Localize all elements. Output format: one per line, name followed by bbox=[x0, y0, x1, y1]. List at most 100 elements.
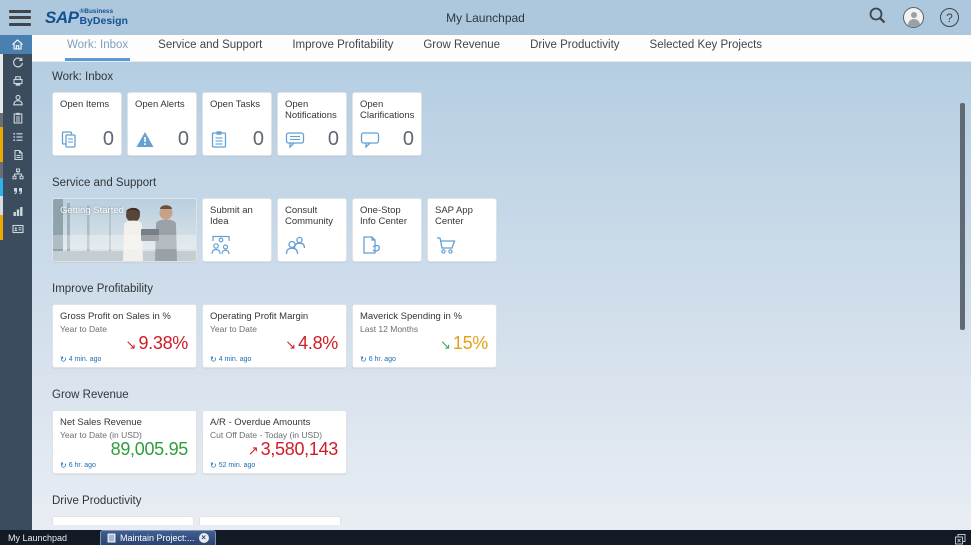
sidebar-item-home[interactable] bbox=[0, 35, 32, 54]
search-icon[interactable] bbox=[868, 6, 887, 30]
menu-icon[interactable] bbox=[9, 9, 31, 26]
home-icon bbox=[12, 39, 23, 50]
tile-title: Maverick Spending in % bbox=[360, 311, 462, 322]
documents-icon bbox=[13, 150, 23, 161]
tile-gross-profit[interactable]: Gross Profit on Sales in % Year to Date … bbox=[52, 304, 197, 368]
sidebar-item-approvals[interactable] bbox=[3, 91, 32, 110]
tab-work-inbox[interactable]: Work: Inbox bbox=[65, 39, 131, 61]
tile-operating-profit-margin[interactable]: Operating Profit Margin Year to Date ↘ 4… bbox=[202, 304, 347, 368]
tile-title: A/R - Overdue Amounts bbox=[210, 417, 311, 428]
recent-history-icon bbox=[12, 57, 23, 68]
tile-one-stop-info-center[interactable]: One-Stop Info Center bbox=[352, 198, 422, 262]
tile-title: Open Alerts bbox=[135, 99, 185, 110]
tasks-icon bbox=[13, 113, 22, 124]
tile-title: Consult Community bbox=[285, 205, 334, 228]
idea-group-icon bbox=[211, 235, 230, 255]
tile-net-sales-revenue[interactable]: Net Sales Revenue Year to Date (in USD) … bbox=[52, 410, 197, 474]
restore-windows-icon[interactable] bbox=[955, 532, 966, 545]
approvals-icon bbox=[12, 94, 23, 106]
info-doc-icon bbox=[363, 236, 380, 254]
tile-open-clarifications[interactable]: Open Clarifications 0 bbox=[352, 92, 422, 156]
kpi-value: 15% bbox=[452, 333, 488, 353]
sidebar-item-tasks[interactable] bbox=[3, 109, 32, 128]
tile-subtitle: Cut Off Date - Today (in USD) bbox=[210, 430, 323, 441]
improve-profitability-tiles: Gross Profit on Sales in % Year to Date … bbox=[52, 304, 971, 368]
tile-subtitle: Last 12 Months bbox=[360, 324, 419, 335]
refresh-icon: ↻ bbox=[360, 355, 367, 364]
tile-title: Net Sales Revenue bbox=[60, 417, 142, 428]
tile-consult-community[interactable]: Consult Community bbox=[277, 198, 347, 262]
kpi-value: 3,580,143 bbox=[260, 439, 339, 459]
sidebar-status-strip-orange bbox=[0, 127, 3, 162]
service-support-tiles: Getting Started bbox=[52, 198, 971, 262]
tile-maverick-spending[interactable]: Maverick Spending in % Last 12 Months ↘ … bbox=[352, 304, 497, 368]
tile-open-items[interactable]: Open Items 0 bbox=[52, 92, 122, 156]
tile-title: Submit an Idea bbox=[210, 205, 253, 228]
tile-count: 0 bbox=[327, 128, 339, 150]
sap-bydesign-logo: SAP ®Business ByDesign bbox=[45, 7, 128, 27]
tile-ar-overdue-amounts[interactable]: A/R - Overdue Amounts Cut Off Date - Tod… bbox=[202, 410, 347, 474]
sidebar-item-worklist[interactable] bbox=[3, 128, 32, 147]
tile-title: Open Items bbox=[60, 99, 110, 110]
tab-grow-revenue[interactable]: Grow Revenue bbox=[423, 39, 501, 51]
section-title-improve-profitability: Improve Profitability bbox=[52, 283, 153, 295]
tile-title: Open Notifications bbox=[285, 99, 337, 122]
tile-partial[interactable] bbox=[199, 516, 341, 525]
tile-refresh-age: 6 hr. ago bbox=[368, 356, 396, 363]
vertical-scrollbar[interactable] bbox=[960, 103, 965, 330]
help-icon[interactable]: ? bbox=[940, 8, 959, 27]
tile-refresh-age: 4 min. ago bbox=[218, 356, 252, 363]
trend-down-icon: ↘ bbox=[125, 337, 137, 352]
tab-selected-key-projects[interactable]: Selected Key Projects bbox=[649, 39, 763, 51]
refresh-icon: ↻ bbox=[210, 461, 217, 470]
launchpad-tabbar: Work: Inbox Service and Support Improve … bbox=[32, 35, 971, 62]
tab-drive-productivity[interactable]: Drive Productivity bbox=[530, 39, 620, 51]
section-title-work-inbox: Work: Inbox bbox=[52, 71, 114, 83]
close-icon[interactable]: × bbox=[198, 533, 209, 543]
tile-count: 0 bbox=[402, 128, 414, 150]
feedback-icon bbox=[13, 188, 22, 195]
grow-revenue-tiles: Net Sales Revenue Year to Date (in USD) … bbox=[52, 410, 971, 474]
sidebar-item-analytics[interactable] bbox=[3, 202, 32, 221]
tile-partial[interactable] bbox=[52, 516, 194, 525]
tile-title: Open Tasks bbox=[210, 99, 260, 110]
tile-count: 0 bbox=[177, 128, 189, 150]
tile-sap-app-center[interactable]: SAP App Center bbox=[427, 198, 497, 262]
print-queue-icon bbox=[12, 76, 23, 86]
tile-title: Getting Started bbox=[60, 205, 124, 216]
sidebar-item-print-queue[interactable] bbox=[3, 72, 32, 91]
tile-title: Open Clarifications bbox=[360, 99, 415, 122]
cart-icon bbox=[437, 237, 456, 254]
tab-service-and-support[interactable]: Service and Support bbox=[158, 39, 263, 51]
tab-improve-profitability[interactable]: Improve Profitability bbox=[292, 39, 394, 51]
work-inbox-tiles: Open Items 0 Open Alerts 0 Open Tasks 0 bbox=[52, 92, 971, 156]
getting-started-photo bbox=[53, 199, 196, 261]
tile-open-notifications[interactable]: Open Notifications 0 bbox=[277, 92, 347, 156]
sidebar-status-strip-gray bbox=[0, 113, 3, 127]
tile-refresh-age: 6 hr. ago bbox=[68, 462, 96, 469]
tile-submit-an-idea[interactable]: Submit an Idea bbox=[202, 198, 272, 262]
sidebar-status-strip-cyan bbox=[0, 178, 3, 196]
kpi-value: 4.8% bbox=[298, 333, 338, 353]
tile-open-tasks[interactable]: Open Tasks 0 bbox=[202, 92, 272, 156]
clarification-icon bbox=[360, 132, 380, 149]
sidebar-status-strip-orange2 bbox=[0, 215, 3, 240]
taskbar-home[interactable]: My Launchpad bbox=[8, 532, 68, 543]
sidebar-item-recent-history[interactable] bbox=[3, 54, 32, 73]
logo-brand: SAP bbox=[45, 7, 79, 27]
refresh-icon: ↻ bbox=[210, 355, 217, 364]
worklist-icon bbox=[12, 132, 22, 141]
sidebar-item-contacts[interactable] bbox=[3, 220, 32, 239]
window-doc-icon bbox=[107, 533, 116, 543]
tile-getting-started[interactable]: Getting Started bbox=[52, 198, 197, 262]
taskbar-window-maintain-project[interactable]: Maintain Project:... × bbox=[100, 530, 216, 545]
tile-title: Gross Profit on Sales in % bbox=[60, 311, 171, 322]
sidebar-item-documents[interactable] bbox=[3, 146, 32, 165]
sidebar-item-feedback[interactable] bbox=[3, 183, 32, 202]
taskbar-window-label: Maintain Project:... bbox=[120, 533, 195, 543]
sidebar-item-org-structure[interactable] bbox=[3, 165, 32, 184]
avatar[interactable] bbox=[903, 7, 924, 28]
tile-open-alerts[interactable]: Open Alerts 0 bbox=[127, 92, 197, 156]
tasks-icon bbox=[211, 131, 227, 148]
refresh-icon: ↻ bbox=[60, 461, 67, 470]
